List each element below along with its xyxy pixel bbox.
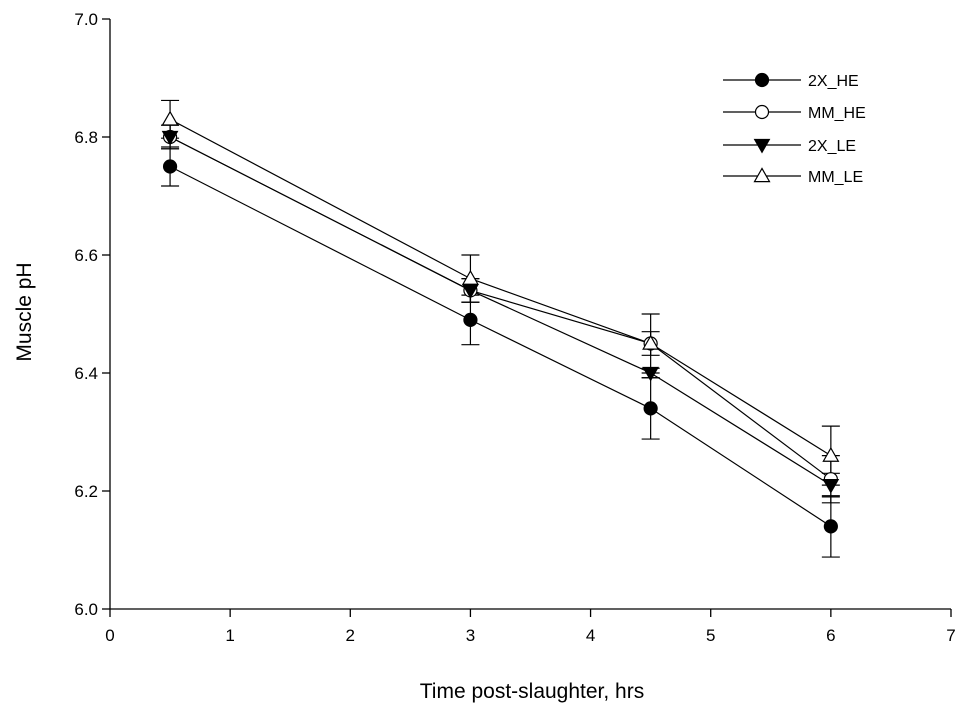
legend-label: MM_HE [808,105,866,122]
x-tick-label: 4 [586,626,595,645]
legend-label: 2X_LE [808,138,856,155]
x-tick-label: 5 [706,626,715,645]
series-layer [161,99,840,558]
data-point [643,401,658,416]
legend-marker [753,167,771,183]
markers-2X_HE [162,159,838,534]
data-point [461,269,479,285]
x-tick-label: 0 [105,626,114,645]
data-point [642,334,660,350]
markers-MM_LE [161,110,840,462]
y-tick-label: 6.2 [74,482,98,501]
legend-label: 2X_HE [808,73,859,90]
markers-MM_HE [162,129,838,487]
x-tick-label: 7 [946,626,955,645]
y-tick-label: 6.6 [74,246,98,265]
y-tick-label: 6.8 [74,128,98,147]
x-tick-label: 1 [225,626,234,645]
legend-entry: MM_HE [723,104,866,122]
series-2X_HE [161,146,840,558]
data-point [823,519,838,534]
legend-entry: MM_LE [723,167,863,186]
legend-entry: 2X_HE [723,72,859,90]
data-point [162,159,178,174]
data-point [161,110,179,126]
data-point [161,130,179,146]
x-axis-label: Time post-slaughter, hrs [420,680,644,703]
series-line [169,165,832,527]
data-point [822,478,840,494]
legend-marker [754,104,770,120]
data-point [822,446,840,462]
legend-entry: 2X_LE [723,138,856,155]
y-tick-label: 7.0 [74,10,98,29]
series-line [169,136,832,486]
x-tick-label: 3 [466,626,475,645]
y-tick-label: 6.4 [74,364,98,383]
legend: 2X_HE MM_HE 2X_LE MM_LE [723,72,866,186]
x-tick-label: 6 [826,626,835,645]
series-line [169,118,832,457]
data-point [642,366,660,382]
markers-2X_LE [161,130,840,494]
series-MM_HE [161,124,840,504]
legend-marker [753,138,771,154]
x-tick-label: 2 [346,626,355,645]
series-line [169,136,832,480]
y-tick-label: 6.0 [74,600,98,619]
data-point [463,312,478,327]
legend-label: MM_LE [808,169,863,186]
y-axis-label: Muscle pH [13,262,36,361]
series-2X_LE [161,124,840,498]
axes: 6.0 6.2 6.4 6.6 6.8 7.0 0 1 2 3 4 5 6 7 [74,10,955,645]
legend-marker [754,72,770,88]
